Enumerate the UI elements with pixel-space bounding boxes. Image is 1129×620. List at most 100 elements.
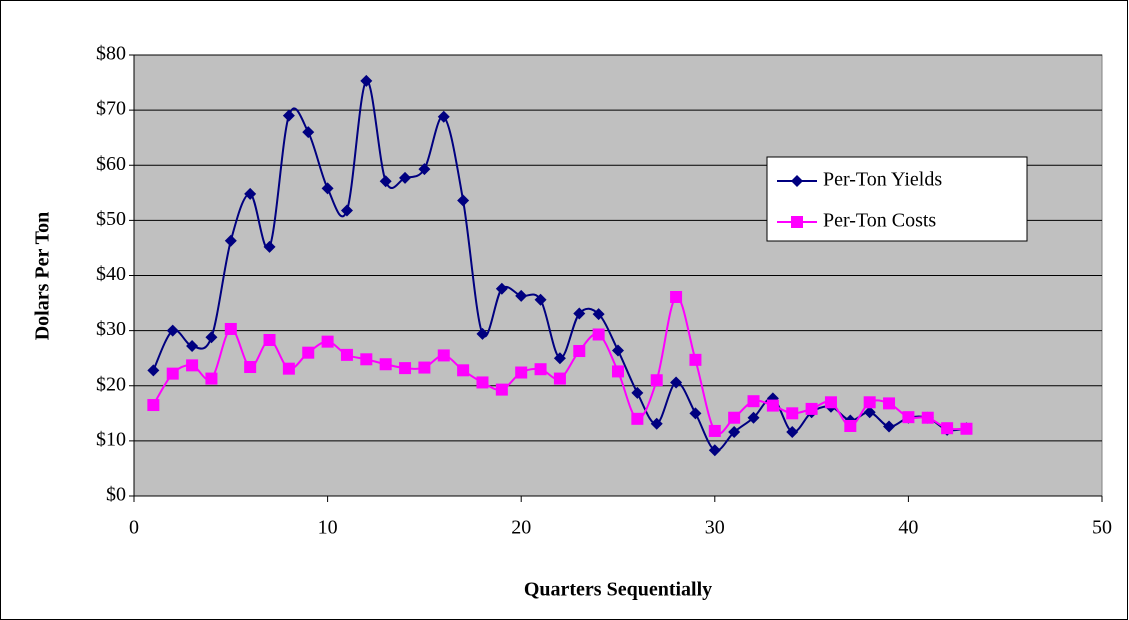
x-axis-title: Quarters Sequentially (524, 579, 712, 601)
data-point (592, 308, 605, 321)
x-tick-label: 50 (1092, 517, 1112, 539)
data-point (650, 374, 663, 387)
data-point (631, 412, 644, 425)
data-point (670, 290, 683, 303)
data-point (321, 335, 334, 348)
data-point (863, 406, 876, 419)
data-point (728, 411, 741, 424)
x-tick-label: 10 (318, 517, 338, 539)
data-point (766, 399, 779, 412)
x-tick-label: 0 (129, 517, 139, 539)
y-tick-label: $0 (106, 484, 126, 506)
data-point (205, 331, 218, 344)
data-point (418, 361, 431, 374)
data-point (689, 353, 702, 366)
legend: Per-Ton Yields Per-Ton Costs (766, 156, 1028, 242)
data-point (166, 324, 179, 337)
data-point (302, 346, 315, 359)
data-point (708, 444, 721, 457)
data-point (612, 344, 624, 357)
x-tick-label: 30 (705, 517, 725, 539)
data-point (689, 407, 702, 420)
data-point (321, 182, 334, 195)
data-point (883, 420, 896, 433)
data-point (476, 376, 489, 389)
y-tick-label: $50 (96, 208, 126, 230)
data-point (302, 126, 315, 139)
y-tick-label: $10 (96, 428, 126, 450)
data-point (244, 187, 257, 200)
y-tick-label: $30 (96, 318, 126, 340)
data-point (534, 363, 547, 376)
data-point (457, 194, 470, 207)
y-tick-label: $40 (96, 263, 126, 285)
data-point (824, 396, 837, 409)
data-point (573, 307, 586, 320)
data-point (786, 426, 799, 439)
data-point (244, 361, 257, 374)
legend-marker (791, 216, 803, 228)
data-point (282, 109, 295, 122)
data-point (360, 74, 373, 87)
data-point (863, 396, 876, 409)
data-point (786, 407, 799, 420)
data-point (476, 327, 489, 340)
data-point (437, 110, 450, 123)
y-axis-title: Dolars Per Ton (32, 212, 54, 341)
data-point (747, 411, 760, 424)
y-tick-label: $80 (96, 43, 126, 65)
x-tick-label: 40 (898, 517, 918, 539)
data-point (747, 395, 760, 408)
data-point (399, 362, 412, 375)
data-point (186, 340, 199, 353)
data-point (418, 163, 431, 176)
y-tick-label: $60 (96, 153, 126, 175)
data-point (805, 402, 818, 415)
data-point (844, 419, 857, 432)
data-point (224, 234, 237, 247)
data-point (166, 367, 179, 380)
data-point (340, 348, 353, 361)
data-point (612, 365, 624, 378)
legend-box (766, 156, 1028, 242)
data-point (921, 411, 934, 424)
data-point (515, 366, 528, 379)
data-point (670, 376, 683, 389)
data-point (147, 364, 160, 377)
data-point (360, 353, 373, 366)
data-point (495, 282, 508, 295)
data-point (960, 422, 973, 435)
data-point (941, 422, 954, 435)
data-point (340, 204, 353, 217)
data-point (573, 345, 586, 358)
data-point (263, 240, 276, 253)
data-point (728, 426, 741, 439)
data-point (379, 358, 392, 371)
data-point (902, 411, 915, 424)
data-point (495, 383, 508, 396)
y-tick-label: $20 (96, 373, 126, 395)
data-point (205, 372, 218, 385)
data-point (883, 397, 896, 410)
data-point (592, 328, 605, 341)
data-point (457, 364, 470, 377)
data-point (553, 372, 566, 385)
y-tick-label: $70 (96, 98, 126, 120)
data-point (224, 322, 237, 335)
data-point (515, 289, 528, 302)
legend-label: Per-Ton Costs (823, 210, 936, 232)
data-point (399, 171, 412, 184)
data-point (534, 293, 547, 306)
data-point (553, 352, 566, 365)
data-point (147, 399, 160, 412)
data-point (263, 333, 276, 346)
legend-marker (791, 175, 803, 187)
data-point (186, 359, 199, 372)
x-tick-label: 20 (511, 517, 531, 539)
data-point (650, 417, 663, 430)
data-point (379, 175, 392, 188)
data-point (708, 424, 721, 437)
legend-label: Per-Ton Yields (823, 169, 942, 191)
